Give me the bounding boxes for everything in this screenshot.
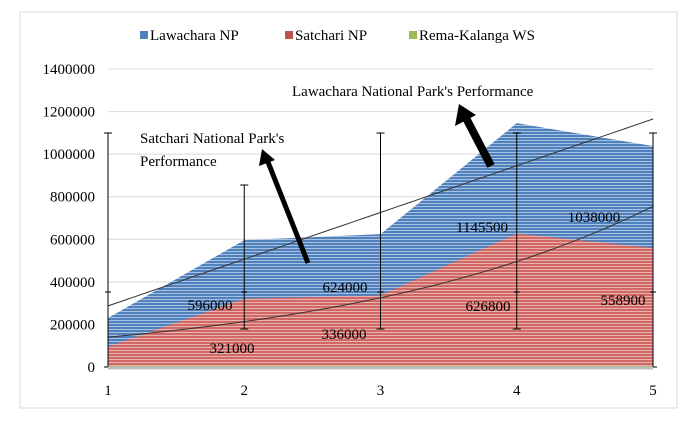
legend-swatch xyxy=(409,31,417,39)
x-tick-label: 3 xyxy=(377,383,385,399)
arrowhead-icon xyxy=(455,104,476,126)
data-label: 626800 xyxy=(466,299,511,315)
y-tick-label: 400000 xyxy=(50,275,95,291)
arrow-lawachara xyxy=(462,116,495,168)
legend-label[interactable]: Lawachara NP xyxy=(150,28,239,44)
legend-swatch xyxy=(285,31,293,39)
x-tick-label: 2 xyxy=(241,383,249,399)
y-tick-label: 1000000 xyxy=(43,147,96,163)
data-label: 1145500 xyxy=(456,220,508,236)
y-tick-label: 1400000 xyxy=(43,62,96,78)
legend-swatch xyxy=(140,31,148,39)
data-label: 558900 xyxy=(601,293,646,309)
annotation-satchari-line2: Performance xyxy=(140,154,217,170)
y-tick-label: 1200000 xyxy=(43,105,96,121)
data-label: 624000 xyxy=(323,280,368,296)
data-label: 1038000 xyxy=(568,210,621,226)
data-label: 321000 xyxy=(210,341,255,357)
arrowhead-icon xyxy=(259,149,275,166)
y-tick-label: 600000 xyxy=(50,232,95,248)
data-label: 596000 xyxy=(188,298,233,314)
x-tick-label: 5 xyxy=(649,383,657,399)
annotation-satchari-line1: Satchari National Park's xyxy=(140,131,284,147)
y-tick-label: 0 xyxy=(88,360,96,376)
y-tick-label: 800000 xyxy=(50,190,95,206)
arrow-satchari xyxy=(265,161,311,264)
x-tick-label: 4 xyxy=(513,383,521,399)
x-tick-label: 1 xyxy=(104,383,112,399)
annotation-lawachara: Lawachara National Park's Performance xyxy=(292,84,534,100)
data-label: 336000 xyxy=(322,327,367,343)
legend-label[interactable]: Satchari NP xyxy=(295,28,367,44)
legend-label[interactable]: Rema-Kalanga WS xyxy=(419,28,535,44)
y-tick-label: 200000 xyxy=(50,317,95,333)
